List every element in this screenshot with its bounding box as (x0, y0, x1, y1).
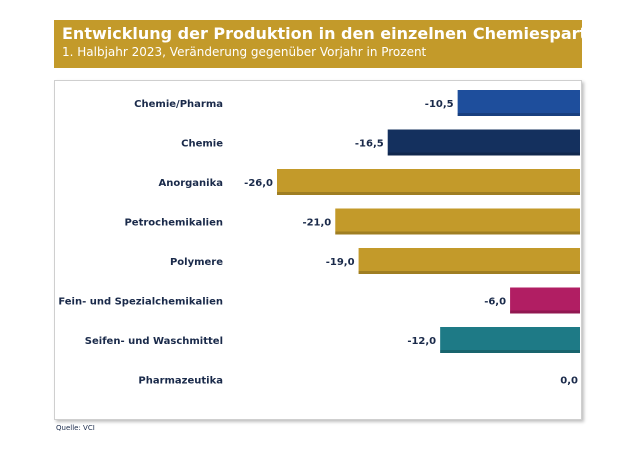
category-label: Seifen- und Waschmittel (85, 336, 223, 347)
value-label: -16,5 (355, 139, 384, 150)
bar-shadow (358, 271, 580, 274)
bar-shadow (510, 310, 580, 314)
chart-header: Entwicklung der Produktion in den einzel… (54, 20, 610, 68)
category-label: Petrochemikalien (124, 218, 223, 229)
bar (358, 248, 580, 274)
bar-shadow (335, 231, 580, 235)
category-label: Anorganika (158, 178, 223, 189)
category-label: Pharmazeutika (138, 376, 223, 387)
category-label: Chemie (181, 139, 223, 150)
bar-shadow (387, 152, 580, 156)
bar-shadow (440, 350, 580, 353)
category-label: Polymere (170, 257, 223, 268)
category-label: Chemie/Pharma (134, 99, 223, 110)
bar-shadow (457, 113, 580, 116)
bar (387, 129, 580, 156)
bar (440, 327, 580, 353)
bar-chart: Chemie/Pharma -10,5 Chemie -16,5 Anorganika -… (58, 90, 580, 387)
bar (335, 208, 580, 235)
value-label: -21,0 (302, 218, 331, 229)
value-label: -19,0 (326, 257, 355, 268)
bar (510, 287, 580, 314)
bar (277, 169, 580, 195)
value-label: -6,0 (484, 297, 506, 308)
category-label: Fein- und Spezialchemikalien (58, 297, 223, 308)
value-label: -12,0 (407, 336, 436, 347)
value-label: -26,0 (244, 178, 273, 189)
bar-shadow (277, 192, 580, 195)
source-note: Quelle: VCI (56, 424, 95, 432)
chart-subtitle: 1. Halbjahr 2023, Veränderung gegenüber … (62, 45, 427, 59)
value-label: -10,5 (425, 99, 454, 110)
chart-title: Entwicklung der Produktion in den einzel… (62, 24, 610, 43)
value-label: 0,0 (560, 376, 578, 387)
bar (457, 90, 580, 116)
chart-panel: Chemie/Pharma -10,5 Chemie -16,5 Anorganika -… (54, 80, 582, 420)
